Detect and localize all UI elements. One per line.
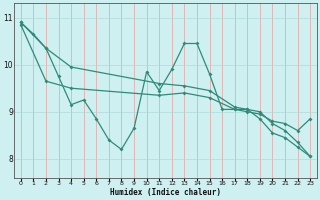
X-axis label: Humidex (Indice chaleur): Humidex (Indice chaleur) [110, 188, 221, 197]
